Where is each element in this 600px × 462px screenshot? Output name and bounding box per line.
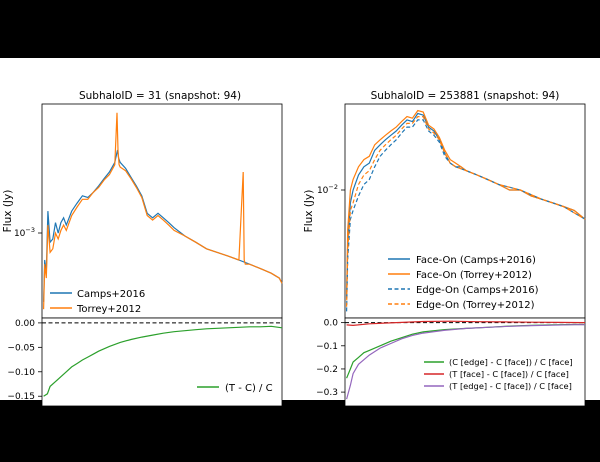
- left-ytick-label: −0.15: [7, 392, 35, 402]
- right-bottom-series-lines: [345, 320, 586, 400]
- legend-label-tc: (T - C) / C: [225, 383, 273, 394]
- right-top-legend: Face-On (Camps+2016) Face-On (Torrey+201…: [388, 255, 539, 311]
- legend-label-c-edge: (C [edge] - C [face]) / C [face]: [449, 357, 573, 367]
- left-bottom-series-0: [43, 325, 283, 397]
- left-xtick-label: 10000: [52, 413, 81, 423]
- right-xtick-label: 40000: [517, 413, 546, 423]
- left-bottom-yticks: 0.00 −0.05 −0.10 −0.15: [7, 319, 42, 402]
- legend-label-torrey: Torrey+2012: [76, 304, 141, 315]
- right-top-ytick-label: 10−2: [317, 183, 338, 196]
- right-title: SubhaloID = 253881 (snapshot: 94): [371, 90, 560, 102]
- legend-label-edge-camps: Edge-On (Camps+2016): [416, 285, 539, 296]
- left-panel: SubhaloID = 31 (snapshot: 94) Flux (Jy) …: [2, 90, 297, 433]
- left-bottom-series-lines: [42, 322, 283, 397]
- right-ytick-label: −0.2: [316, 365, 338, 375]
- legend-label-face-torrey: Face-On (Torrey+2012): [416, 270, 532, 281]
- left-bottom-axes: [41, 317, 283, 407]
- left-xtick-label: 40000: [214, 413, 243, 423]
- right-top-series-2: [346, 119, 586, 312]
- left-xlabel: wavelength [Å]: [122, 420, 202, 433]
- left-ytick-label: 0.00: [15, 319, 35, 329]
- left-bottom-legend: (T - C) / C: [197, 383, 273, 394]
- figure: SubhaloID = 31 (snapshot: 94) Flux (Jy) …: [0, 58, 600, 433]
- right-top-series-lines: [346, 109, 586, 312]
- left-xtick-label: 50000: [268, 413, 297, 423]
- left-top-series-lines: [43, 112, 283, 310]
- legend-label-camps: Camps+2016: [77, 289, 145, 300]
- left-title: SubhaloID = 31 (snapshot: 94): [79, 90, 241, 102]
- right-xlabel: wavelength [Å]: [425, 420, 505, 433]
- legend-label-t-face: (T [face] - C [face]) / C [face]: [449, 369, 569, 379]
- right-top-series-3: [346, 116, 586, 307]
- figure-canvas: SubhaloID = 31 (snapshot: 94) Flux (Jy) …: [2, 90, 600, 433]
- legend-label-edge-torrey: Edge-On (Torrey+2012): [416, 300, 535, 311]
- right-panel: SubhaloID = 253881 (snapshot: 94) Flux (…: [303, 90, 600, 433]
- right-ytick-label: −0.1: [316, 342, 338, 352]
- legend-label-face-camps: Face-On (Camps+2016): [416, 255, 536, 266]
- right-xtick-label: 10000: [355, 413, 384, 423]
- left-top-ytick: 10−3: [14, 226, 42, 239]
- left-top-ylabel: Flux (Jy): [2, 190, 14, 233]
- right-bottom-axes: [344, 317, 586, 407]
- right-ytick-label: 0.0: [324, 319, 339, 329]
- right-top-ylabel: Flux (Jy): [303, 190, 315, 233]
- left-ytick-label: −0.10: [7, 368, 35, 378]
- right-ytick-label: −0.3: [316, 388, 338, 398]
- right-xtick-label: 50000: [571, 413, 600, 423]
- right-top-ytick: 10−2: [317, 183, 345, 196]
- left-top-axes: [41, 103, 283, 319]
- right-bottom-legend: (C [edge] - C [face]) / C [face] (T [fac…: [424, 357, 573, 391]
- right-bottom-series-2: [346, 324, 585, 400]
- left-top-legend: Camps+2016 Torrey+2012: [50, 289, 145, 315]
- left-top-series-1: [43, 112, 283, 310]
- left-top-ytick-label: 10−3: [14, 226, 35, 239]
- right-bottom-series-1: [346, 320, 586, 327]
- legend-label-t-edge: (T [edge] - C [face]) / C [face]: [449, 381, 572, 391]
- left-ytick-label: −0.05: [7, 343, 35, 353]
- right-bottom-yticks: 0.0 −0.1 −0.2 −0.3: [316, 319, 345, 398]
